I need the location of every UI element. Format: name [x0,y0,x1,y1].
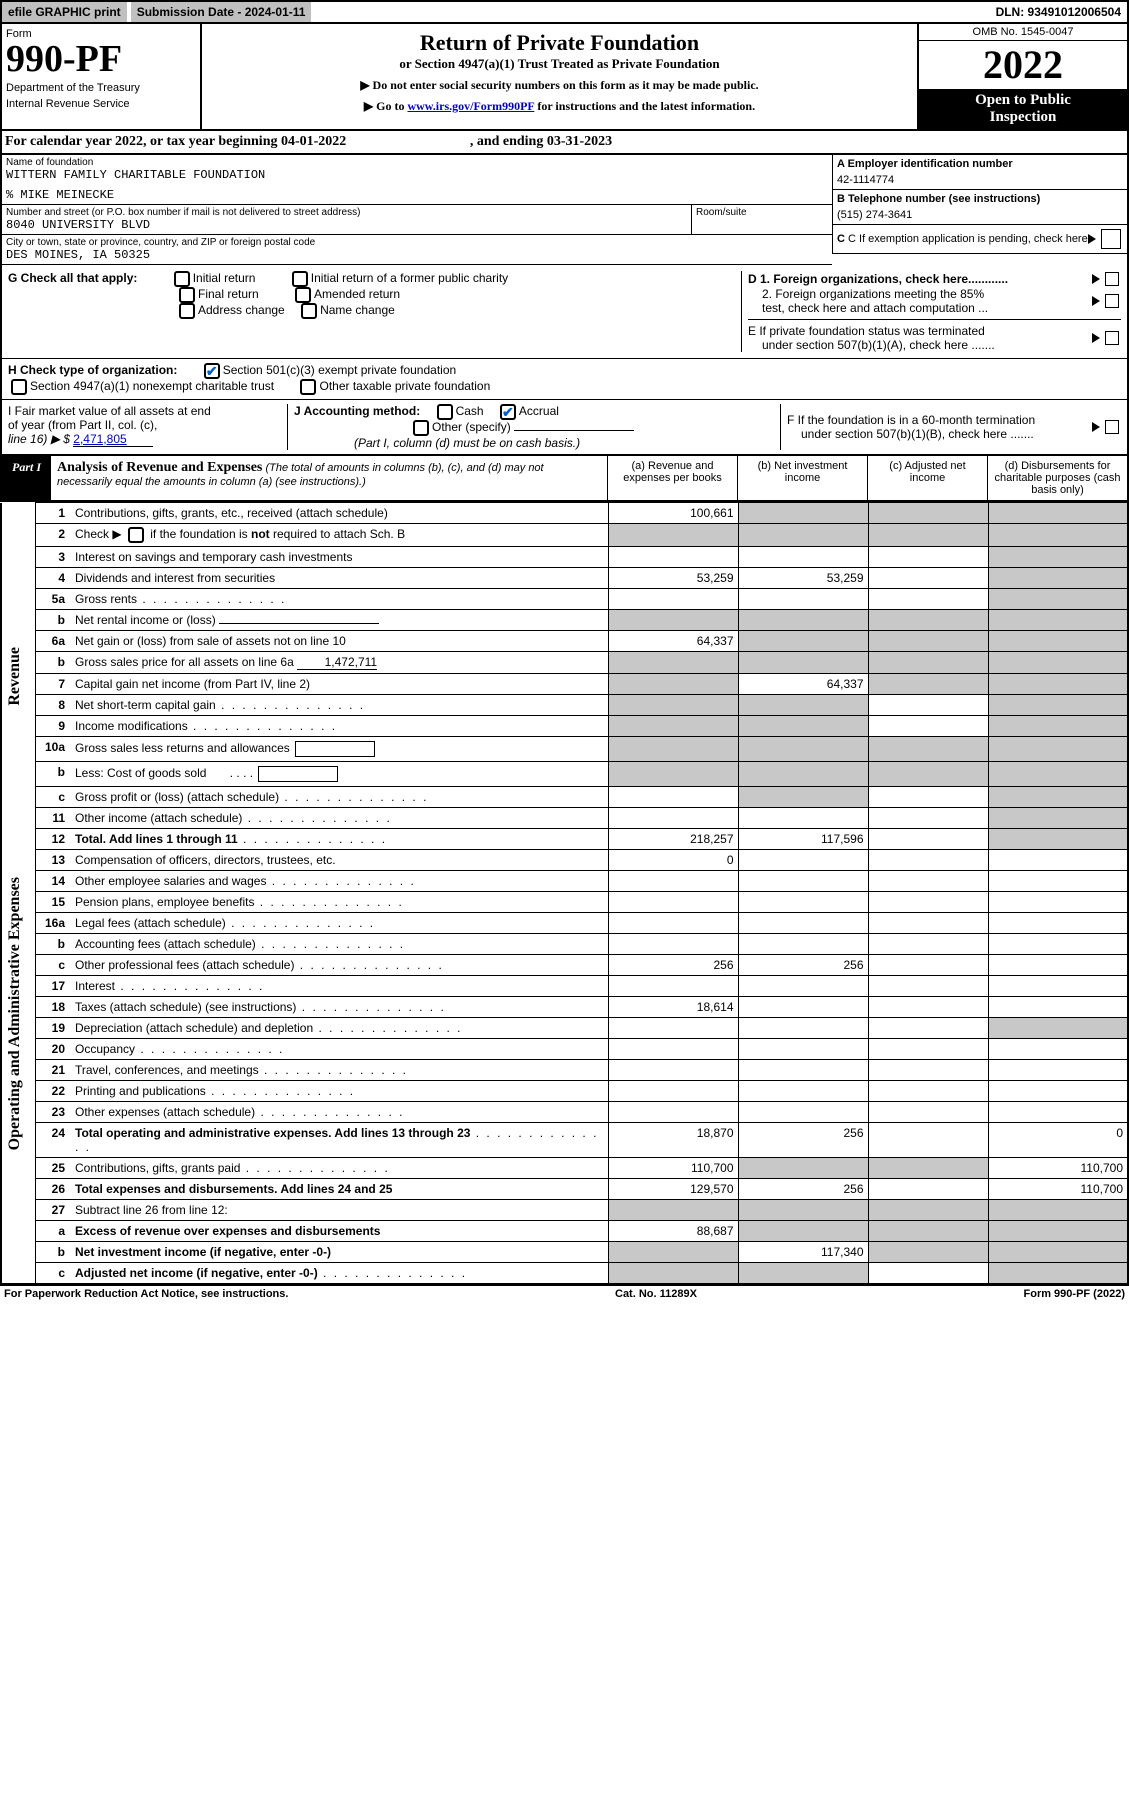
cat-no: Cat. No. 11289X [615,1288,697,1300]
part1-table: Revenue 1Contributions, gifts, grants, e… [0,502,1129,1285]
top-bar: efile GRAPHIC print Submission Date - 20… [0,0,1129,24]
checkbox-d1[interactable] [1105,272,1119,286]
omb-number: OMB No. 1545-0047 [919,24,1127,41]
info-grid: Name of foundation WITTERN FAMILY CHARIT… [0,155,1129,265]
checkbox-501c3[interactable] [204,363,220,379]
form-title: Return of Private Foundation [208,30,911,56]
form-subtitle: or Section 4947(a)(1) Trust Treated as P… [208,56,911,72]
checkbox-address[interactable] [179,303,195,319]
col-b-header: (b) Net investment income [737,456,867,500]
open-inspection: Open to PublicInspection [919,89,1127,129]
section-ij: I Fair market value of all assets at end… [0,400,1129,456]
form-number: 990-PF [6,40,196,78]
arrow-icon [1092,274,1100,284]
part1-header: Part I Analysis of Revenue and Expenses … [0,456,1129,502]
calendar-year-row: For calendar year 2022, or tax year begi… [0,131,1129,155]
goto-note: ▶ Go to www.irs.gov/Form990PF for instru… [208,99,911,114]
checkbox-final[interactable] [179,287,195,303]
arrow-icon [1092,296,1100,306]
expenses-side-label: Operating and Administrative Expenses [6,877,24,1150]
checkbox-other-tax[interactable] [300,379,316,395]
checkbox-schb[interactable] [128,527,144,543]
part-label: Part I [2,456,51,500]
foundation-name-cell: Name of foundation WITTERN FAMILY CHARIT… [2,155,832,205]
dln: DLN: 93491012006504 [990,2,1127,22]
checkbox-amended[interactable] [295,287,311,303]
section-h: H Check type of organization: Section 50… [0,359,1129,400]
arrow-icon [1088,234,1096,244]
irs-link[interactable]: www.irs.gov/Form990PF [407,99,534,113]
dept-irs: Internal Revenue Service [6,98,196,110]
address-cell: Number and street (or P.O. box number if… [2,205,692,235]
form-header: Form 990-PF Department of the Treasury I… [0,24,1129,131]
page-footer: For Paperwork Reduction Act Notice, see … [0,1285,1129,1302]
arrow-icon [1092,422,1100,432]
ssn-note: ▶ Do not enter social security numbers o… [208,78,911,93]
col-a-header: (a) Revenue and expenses per books [607,456,737,500]
paperwork-notice: For Paperwork Reduction Act Notice, see … [4,1288,288,1300]
city-cell: City or town, state or province, country… [2,235,832,265]
checkbox-other-acct[interactable] [413,420,429,436]
revenue-side-label: Revenue [6,647,24,706]
col-c-header: (c) Adjusted net income [867,456,987,500]
efile-label: efile GRAPHIC print [2,2,127,22]
arrow-icon [1092,333,1100,343]
checkbox-f[interactable] [1105,420,1119,434]
submission-date: Submission Date - 2024-01-11 [131,2,312,22]
phone-cell: B Telephone number (see instructions) (5… [832,190,1127,225]
dept-treasury: Department of the Treasury [6,82,196,94]
checkbox-initial-former[interactable] [292,271,308,287]
checkbox-name[interactable] [301,303,317,319]
checkbox-initial[interactable] [174,271,190,287]
col-d-header: (d) Disbursements for charitable purpose… [987,456,1127,500]
ein-cell: A Employer identification number 42-1114… [832,155,1127,190]
fmv-link[interactable]: 2,471,805 [73,432,153,447]
exemption-pending-cell: C C If exemption application is pending,… [832,225,1127,254]
checkbox-4947[interactable] [11,379,27,395]
room-cell: Room/suite [692,205,832,235]
checkbox-e[interactable] [1105,331,1119,345]
section-g: G Check all that apply: Initial return I… [0,265,1129,359]
checkbox-c[interactable] [1101,229,1121,249]
tax-year: 2022 [919,41,1127,89]
form-ref: Form 990-PF (2022) [1024,1288,1125,1300]
checkbox-accrual[interactable] [500,404,516,420]
checkbox-cash[interactable] [437,404,453,420]
checkbox-d2[interactable] [1105,294,1119,308]
